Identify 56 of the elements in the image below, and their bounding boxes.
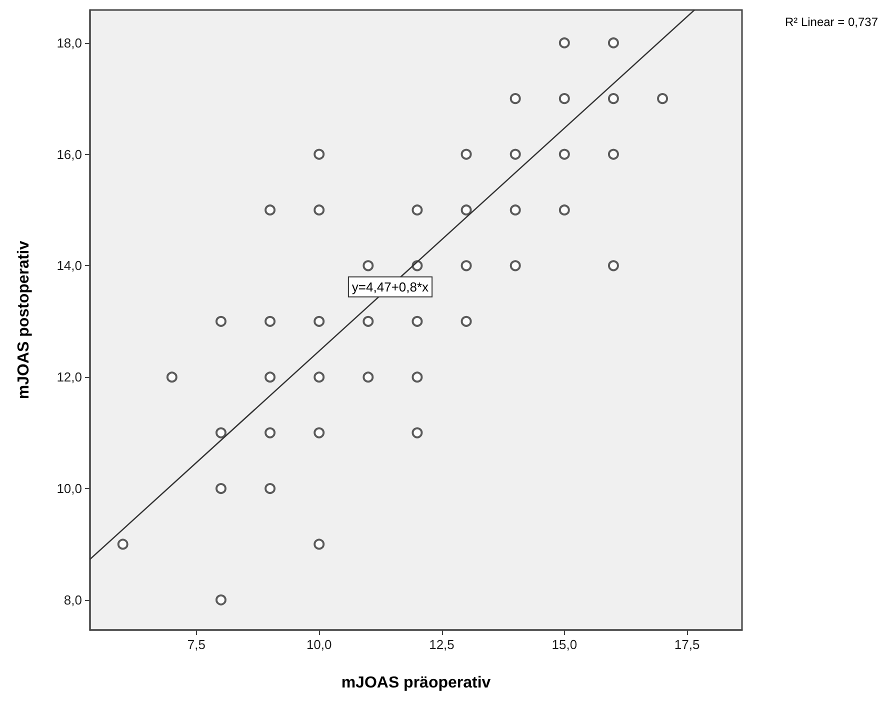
point bbox=[314, 538, 325, 550]
point bbox=[510, 93, 521, 104]
point bbox=[510, 260, 521, 272]
text: R² Linear = 0,737 bbox=[784, 15, 878, 29]
point bbox=[510, 204, 521, 216]
point bbox=[362, 260, 374, 272]
point bbox=[460, 148, 472, 160]
point bbox=[608, 93, 619, 104]
point bbox=[314, 148, 325, 160]
point bbox=[216, 316, 226, 327]
point bbox=[412, 204, 423, 216]
x-tick-label: 10,0 bbox=[306, 637, 332, 652]
point bbox=[362, 316, 374, 327]
annotation: y=4,47+0,8*x bbox=[352, 279, 430, 294]
point bbox=[558, 37, 570, 48]
x-tick-label: 15,0 bbox=[552, 637, 578, 652]
y-tick-label: 16,0 bbox=[56, 146, 82, 162]
point bbox=[264, 204, 276, 216]
point bbox=[608, 37, 619, 48]
point bbox=[412, 316, 423, 327]
x-tick-label: 12,5 bbox=[429, 637, 454, 652]
x-axis-title: mJOAS präoperativ bbox=[341, 674, 491, 692]
point bbox=[264, 316, 276, 327]
point bbox=[362, 372, 374, 383]
point bbox=[460, 204, 472, 216]
point bbox=[657, 93, 668, 104]
y-tick-label: 14,0 bbox=[56, 258, 82, 274]
point bbox=[314, 316, 325, 327]
y-axis-title: mJOAS postoperativ bbox=[16, 240, 32, 400]
point bbox=[216, 594, 226, 606]
y-tick-label: 12,0 bbox=[56, 370, 82, 385]
y-tick-label: 8,0 bbox=[64, 592, 82, 608]
point bbox=[216, 427, 226, 438]
point bbox=[412, 372, 423, 383]
point bbox=[264, 483, 276, 494]
point bbox=[314, 372, 325, 383]
x-tick-label: 17,5 bbox=[674, 637, 700, 652]
point bbox=[314, 204, 325, 216]
point bbox=[412, 427, 423, 438]
point bbox=[460, 260, 472, 272]
point bbox=[460, 316, 472, 327]
point bbox=[608, 148, 619, 160]
y-tick-label: 18,0 bbox=[56, 35, 82, 50]
point bbox=[216, 483, 226, 494]
point bbox=[166, 372, 178, 383]
x-tick-label: 7,5 bbox=[187, 637, 206, 652]
point bbox=[558, 204, 570, 216]
point bbox=[608, 260, 619, 272]
point bbox=[117, 538, 128, 550]
point bbox=[314, 427, 325, 438]
point bbox=[264, 427, 276, 438]
point bbox=[264, 372, 276, 383]
y-tick-label: 10,0 bbox=[56, 481, 82, 496]
point bbox=[558, 148, 570, 160]
point bbox=[510, 148, 521, 160]
point bbox=[558, 93, 570, 104]
